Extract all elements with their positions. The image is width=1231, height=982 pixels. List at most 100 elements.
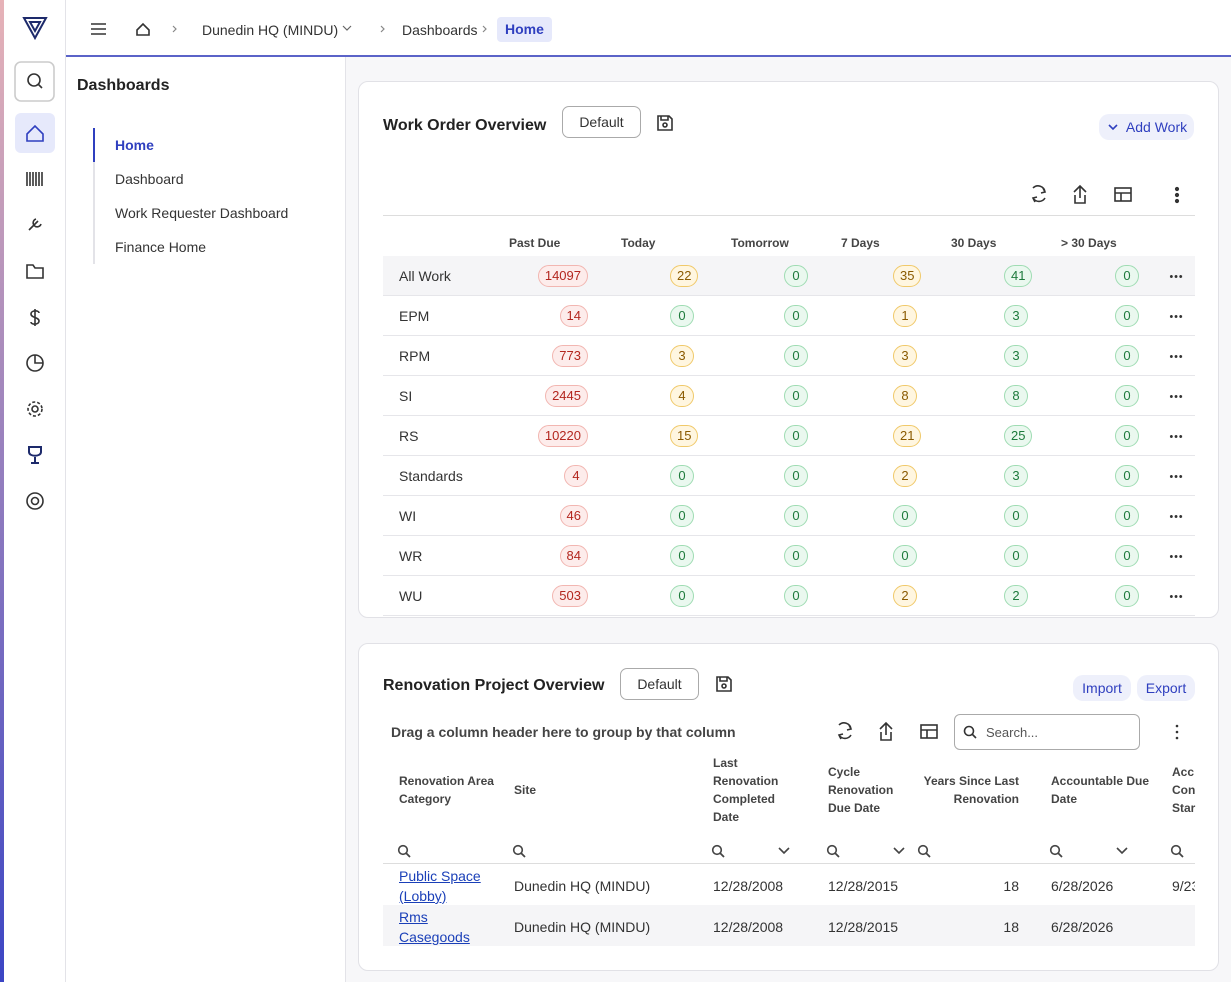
count-badge[interactable]: 3 — [670, 345, 694, 367]
count-badge[interactable]: 15 — [670, 425, 699, 447]
count-badge[interactable]: 0 — [670, 585, 694, 607]
count-badge[interactable]: 0 — [1115, 465, 1139, 487]
count-badge[interactable]: 0 — [670, 465, 694, 487]
view-button[interactable]: Default — [620, 668, 699, 700]
column-header[interactable]: Cycle Renovation Due Date — [828, 765, 894, 815]
filter-icon[interactable] — [711, 844, 727, 860]
export-button[interactable]: Export — [1137, 675, 1195, 701]
row-menu[interactable] — [1169, 475, 1183, 478]
count-badge[interactable]: 503 — [552, 585, 588, 607]
count-badge[interactable]: 0 — [1115, 305, 1139, 327]
filter-dropdown[interactable] — [1115, 844, 1129, 858]
count-badge[interactable]: 0 — [784, 585, 808, 607]
count-badge[interactable]: 0 — [784, 265, 808, 287]
add-work-button[interactable]: Add Work — [1099, 114, 1194, 140]
count-badge[interactable]: 8 — [1004, 385, 1028, 407]
count-badge[interactable]: 41 — [1004, 265, 1033, 287]
count-badge[interactable]: 0 — [893, 545, 917, 567]
count-badge[interactable]: 4 — [670, 385, 694, 407]
count-badge[interactable]: 0 — [784, 505, 808, 527]
count-badge[interactable]: 0 — [670, 545, 694, 567]
count-badge[interactable]: 35 — [893, 265, 922, 287]
nav-item[interactable]: Dashboard — [93, 162, 333, 196]
toolbar-icons[interactable] — [1025, 182, 1195, 208]
row-menu[interactable] — [1169, 315, 1183, 318]
nav-item[interactable]: Home — [93, 128, 333, 162]
column-header[interactable]: Years Since Last Renovation — [923, 774, 1019, 806]
more-icon[interactable] — [1169, 722, 1185, 744]
save-icon[interactable] — [655, 113, 675, 133]
column-header[interactable]: Acc Con Star — [1172, 765, 1196, 815]
count-badge[interactable]: 0 — [784, 345, 808, 367]
row-menu[interactable] — [1169, 595, 1183, 598]
count-badge[interactable]: 25 — [1004, 425, 1033, 447]
filter-icon[interactable] — [826, 844, 842, 860]
filter-icon[interactable] — [512, 844, 528, 860]
row-menu[interactable] — [1169, 395, 1183, 398]
count-badge[interactable]: 0 — [893, 505, 917, 527]
count-badge[interactable]: 22 — [670, 265, 699, 287]
column-header[interactable]: Accountable Due Date — [1051, 774, 1150, 806]
row-menu[interactable] — [1169, 515, 1183, 518]
count-badge[interactable]: 0 — [784, 545, 808, 567]
count-badge[interactable]: 0 — [1115, 505, 1139, 527]
filter-icon[interactable] — [917, 844, 933, 860]
count-badge[interactable]: 0 — [1115, 345, 1139, 367]
count-badge[interactable]: 21 — [893, 425, 922, 447]
filter-dropdown[interactable] — [892, 844, 906, 858]
count-badge[interactable]: 0 — [784, 385, 808, 407]
filter-icon[interactable] — [397, 844, 413, 860]
count-badge[interactable]: 14097 — [537, 265, 588, 287]
column-header[interactable]: Renovation Area Category — [399, 774, 494, 806]
column-header[interactable]: Site — [514, 783, 537, 797]
nav-item[interactable]: Work Requester Dashboard — [93, 196, 333, 230]
count-badge[interactable]: 0 — [1115, 545, 1139, 567]
count-badge[interactable]: 0 — [1115, 265, 1139, 287]
count-badge[interactable]: 0 — [1115, 425, 1139, 447]
breadcrumb-site[interactable]: Dunedin HQ (MINDU) — [202, 22, 339, 38]
row-menu[interactable] — [1169, 355, 1183, 358]
record-link[interactable]: Public Space (Lobby) — [399, 868, 481, 904]
count-badge[interactable]: 10220 — [537, 425, 588, 447]
count-badge[interactable]: 1 — [893, 305, 917, 327]
filter-dropdown[interactable] — [777, 844, 791, 858]
count-badge[interactable]: 0 — [670, 305, 694, 327]
row-menu[interactable] — [1169, 275, 1183, 278]
view-button[interactable]: Default — [562, 106, 641, 138]
count-badge[interactable]: 84 — [559, 545, 588, 567]
count-badge[interactable]: 8 — [893, 385, 917, 407]
count-badge[interactable]: 0 — [784, 425, 808, 447]
count-badge[interactable]: 46 — [559, 505, 588, 527]
count-badge[interactable]: 2 — [893, 585, 917, 607]
breadcrumb-chevrons — [342, 25, 385, 33]
count-badge[interactable]: 0 — [784, 465, 808, 487]
search-box[interactable]: Search... — [954, 714, 1140, 750]
count-badge[interactable]: 3 — [1004, 465, 1028, 487]
row-menu[interactable] — [1169, 555, 1183, 558]
count-badge[interactable]: 14 — [559, 305, 588, 327]
count-badge[interactable]: 773 — [552, 345, 588, 367]
count-badge[interactable]: 0 — [1004, 545, 1028, 567]
filter-icon[interactable] — [1170, 844, 1186, 860]
row-menu[interactable] — [1169, 435, 1183, 438]
record-link[interactable]: Rms Casegoods — [399, 909, 470, 945]
save-icon[interactable] — [714, 674, 734, 694]
count-badge[interactable]: 0 — [1115, 385, 1139, 407]
count-badge[interactable]: 0 — [1115, 585, 1139, 607]
import-button[interactable]: Import — [1073, 675, 1131, 701]
column-header[interactable]: Last Renovation Completed Date — [713, 756, 779, 824]
count-badge[interactable]: 3 — [1004, 345, 1028, 367]
count-badge[interactable]: 0 — [1004, 505, 1028, 527]
count-badge[interactable]: 3 — [1004, 305, 1028, 327]
count-badge[interactable]: 0 — [784, 305, 808, 327]
toolbar-icons[interactable] — [831, 719, 951, 745]
count-badge[interactable]: 2 — [1004, 585, 1028, 607]
count-badge[interactable]: 2445 — [545, 385, 588, 407]
nav-item[interactable]: Finance Home — [93, 230, 333, 264]
filter-icon[interactable] — [1049, 844, 1065, 860]
count-badge[interactable]: 3 — [893, 345, 917, 367]
count-badge[interactable]: 4 — [564, 465, 588, 487]
count-badge[interactable]: 2 — [893, 465, 917, 487]
breadcrumb-section[interactable]: Dashboards — [402, 22, 478, 38]
count-badge[interactable]: 0 — [670, 505, 694, 527]
